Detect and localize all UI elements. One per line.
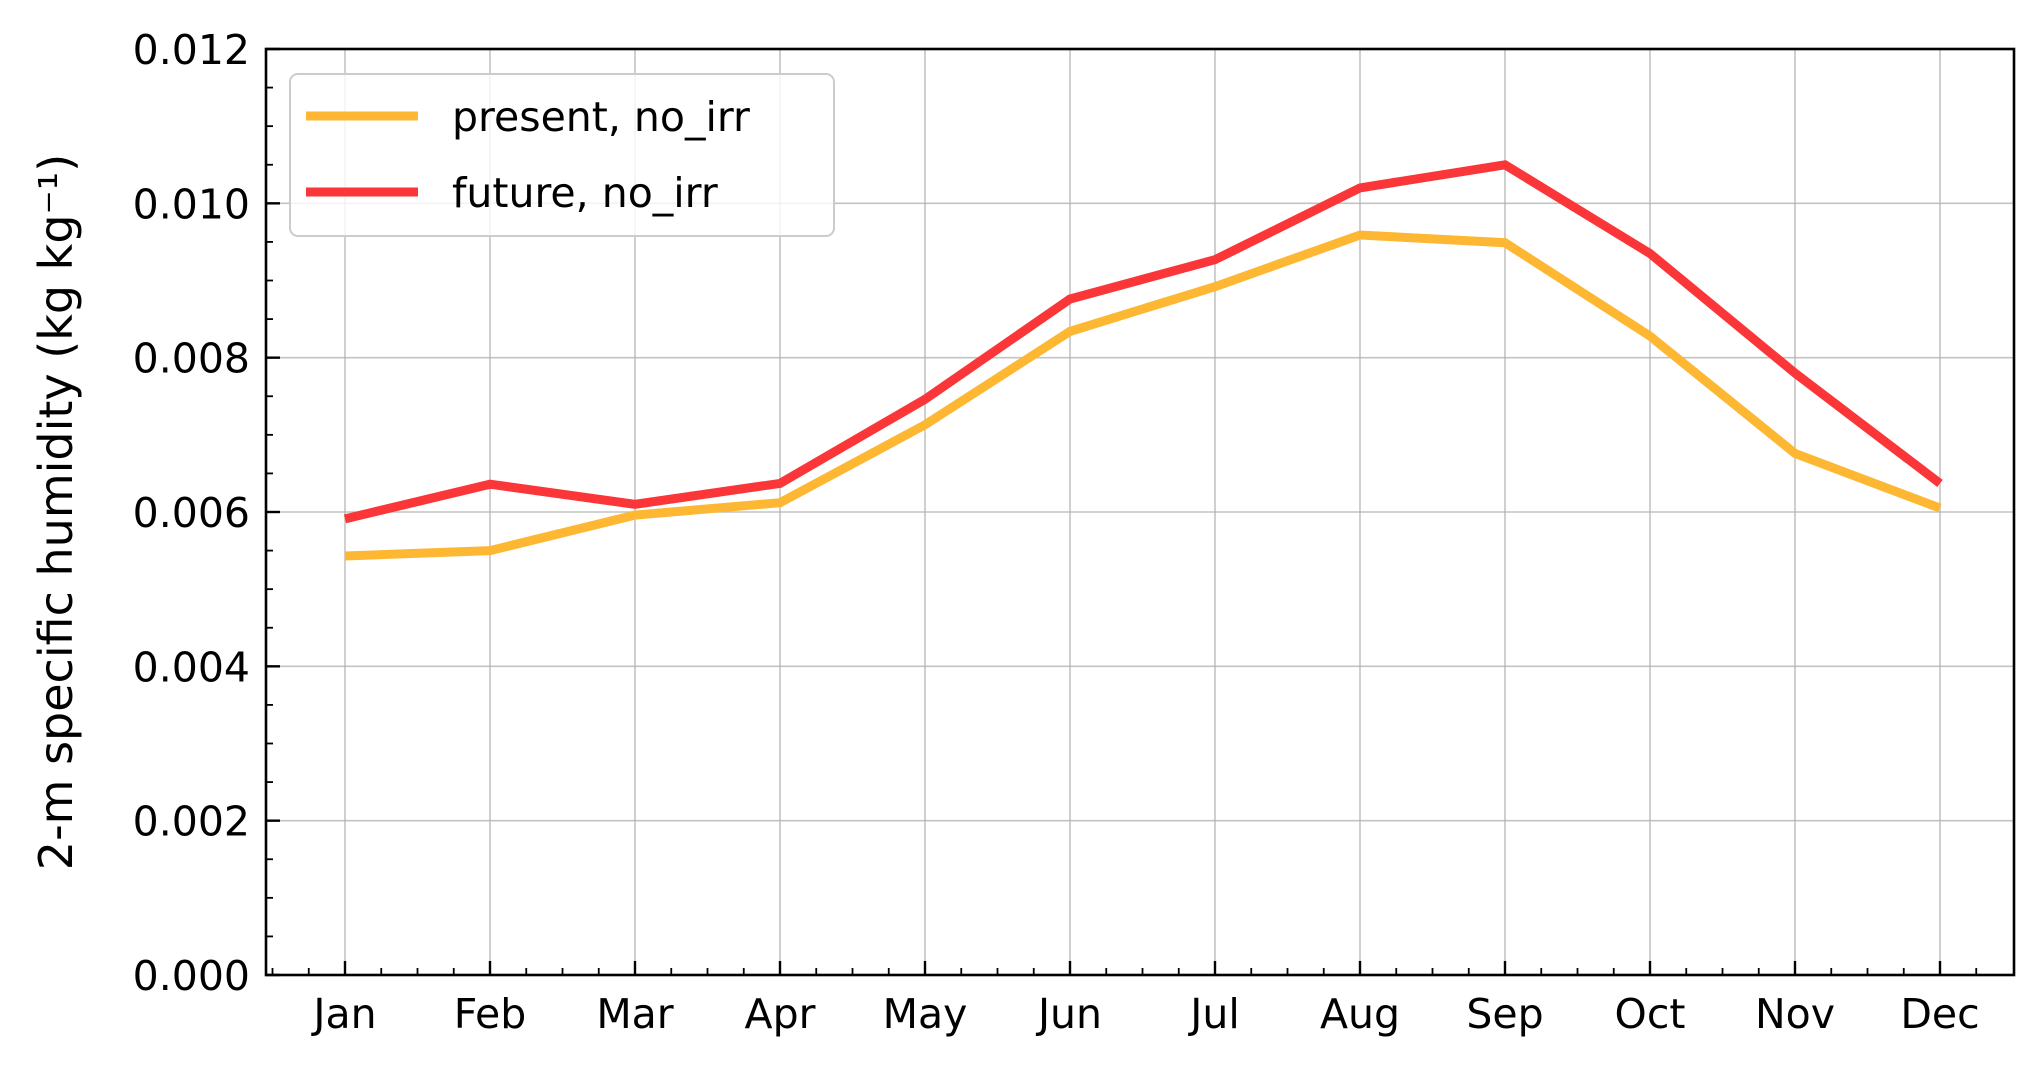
series-lines xyxy=(343,160,1943,561)
y-tick-label: 0.012 xyxy=(133,26,250,74)
legend-box xyxy=(289,73,835,237)
x-tick-label: Sep xyxy=(1466,990,1543,1038)
x-tick-label: May xyxy=(883,990,968,1038)
x-tick-label: Aug xyxy=(1320,990,1400,1038)
x-tick-label: Oct xyxy=(1615,990,1686,1038)
y-tick-label: 0.008 xyxy=(133,335,250,383)
y-tick-label: 0.002 xyxy=(133,798,250,846)
x-tick-label: Feb xyxy=(454,990,527,1038)
x-tick-label: Dec xyxy=(1900,990,1979,1038)
x-tick-label: Jun xyxy=(1035,990,1102,1038)
series-line-present xyxy=(344,230,1942,561)
y-tick-labels: 0.000 0.002 0.004 0.006 0.008 0.010 0.012 xyxy=(133,26,250,1000)
legend-label-future: future, no_irr xyxy=(452,169,718,217)
x-tick-labels: Jan Feb Mar Apr May Jun Jul Aug Sep Oct Nov Dec xyxy=(310,990,1979,1038)
axis-ticks xyxy=(266,47,1978,977)
x-tick-label: Jan xyxy=(310,990,376,1038)
legend-label-present: present, no_irr xyxy=(452,93,750,141)
x-tick-label: Nov xyxy=(1755,990,1835,1038)
y-tick-label: 0.006 xyxy=(133,489,250,537)
x-tick-label: Jul xyxy=(1187,990,1239,1038)
legend: present, no_irr future, no_irr xyxy=(289,73,835,237)
y-axis-title: 2-m specific humidity (kg kg⁻¹) xyxy=(29,154,83,870)
y-tick-label: 0.004 xyxy=(133,643,250,691)
x-tick-label: Mar xyxy=(596,990,673,1038)
series-line-future xyxy=(343,160,1943,524)
y-tick-label: 0.010 xyxy=(133,180,250,228)
x-tick-label: Apr xyxy=(745,990,816,1038)
grid xyxy=(266,49,2014,975)
y-tick-label: 0.000 xyxy=(133,952,250,1000)
